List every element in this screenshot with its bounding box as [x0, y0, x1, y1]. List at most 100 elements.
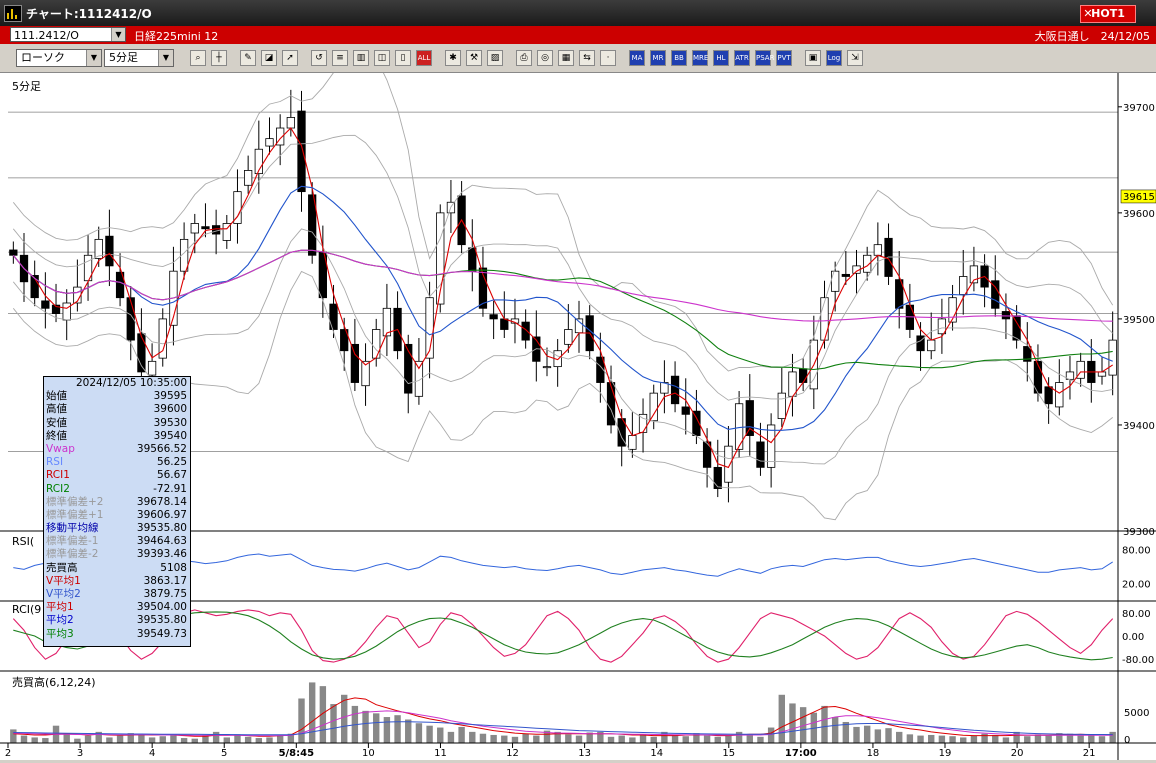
window-titlebar: チャート:1112412/O ✕ HOT1 — [0, 0, 1156, 26]
ma-icon[interactable]: MA — [629, 50, 645, 66]
candle-body — [478, 267, 488, 309]
crosshair-icon[interactable]: ┼ — [211, 50, 227, 66]
candle-body — [489, 314, 498, 320]
y-tick-label: 39600 — [1123, 209, 1155, 220]
candle-body — [724, 445, 733, 483]
tooltip-row-label: 標準偏差+1 — [46, 508, 104, 521]
candle-body — [372, 329, 381, 359]
chevron-down-icon[interactable]: ▼ — [158, 50, 173, 66]
log-icon[interactable]: Log — [826, 50, 842, 66]
tooltip-row-label: 標準偏差-1 — [46, 535, 99, 548]
candle-body — [404, 343, 413, 394]
candle-body — [649, 392, 658, 422]
volume-bar — [799, 707, 807, 743]
chart-svg[interactable]: 39300 39400 39500 39600 39700 39615 2 3 4 5 5/8:45… — [0, 44, 1156, 760]
chevron-down-icon[interactable]: ▼ — [111, 28, 125, 41]
palette-icon[interactable]: ▨ — [487, 50, 503, 66]
chart-area[interactable]: 39300 39400 39500 39600 39700 39615 2 3 4 5 5/8:45… — [0, 44, 1156, 760]
eraser-icon[interactable]: ◪ — [261, 50, 277, 66]
candle-body — [713, 466, 722, 489]
pen-icon[interactable]: ✎ — [240, 50, 256, 66]
volume-bar — [341, 694, 348, 743]
settings-icon[interactable]: ✱ — [445, 50, 461, 66]
volume-bar — [180, 738, 188, 743]
list-icon[interactable]: ≡ — [332, 50, 348, 66]
tooltip-row: RCI1 56.67 — [44, 469, 190, 482]
symbol-select[interactable]: 111.2412/O ▼ — [10, 27, 126, 42]
candle-narrow-icon[interactable]: ▯ — [395, 50, 411, 66]
interval-select[interactable]: 5分足 ▼ — [104, 49, 174, 67]
tooltip-datetime: 2024/12/05 10:35:00 — [75, 377, 187, 389]
candle-body — [265, 138, 274, 147]
hot-button[interactable]: ✕ HOT1 — [1080, 5, 1136, 23]
candle-body — [799, 368, 808, 383]
bb-icon[interactable]: BB — [671, 50, 687, 66]
trash-icon[interactable]: ▥ — [353, 50, 369, 66]
tooltip-row: 標準偏差-2 39393.46 — [44, 548, 190, 561]
candle-body — [51, 304, 61, 315]
tooltip-row-value: 5108 — [160, 561, 187, 574]
candle-body — [670, 375, 680, 405]
volume-ma-line — [13, 721, 1113, 736]
volume-bar — [671, 734, 679, 743]
volume-bar — [255, 738, 263, 743]
hl-icon[interactable]: HL — [713, 50, 729, 66]
rotate-icon[interactable]: ↺ — [311, 50, 327, 66]
rsi-tick-label: 80.00 — [1122, 545, 1151, 556]
tooltip-row-value: 39393.46 — [136, 548, 187, 561]
wrench-icon[interactable]: ⚒ — [466, 50, 482, 66]
volume-bar — [511, 736, 519, 743]
mr-icon[interactable]: MR — [650, 50, 666, 66]
tooltip-row: 平均3 39549.73 — [44, 628, 190, 641]
chevron-down-icon[interactable]: ▼ — [86, 50, 101, 66]
x-tick-label: 11 — [434, 748, 447, 759]
compare-icon[interactable]: ⇆ — [579, 50, 595, 66]
tooltip-row-label: 終値 — [46, 429, 67, 442]
tooltip-row-value: 3863.17 — [143, 574, 187, 587]
tooltip-row-value: 39606.97 — [136, 508, 187, 521]
all-icon[interactable]: ALL — [416, 50, 432, 66]
candle-body — [233, 191, 242, 224]
candle-body — [115, 271, 125, 299]
candle-body — [94, 238, 103, 259]
box-icon[interactable]: ▣ — [805, 50, 821, 66]
x-tick-label: 20 — [1011, 748, 1024, 759]
volume-bar — [202, 735, 209, 743]
candle-body — [521, 321, 530, 341]
search-icon[interactable]: ◎ — [537, 50, 553, 66]
export-icon[interactable]: ⇲ — [847, 50, 863, 66]
print-icon[interactable]: ⎙ — [516, 50, 532, 66]
volume-bar — [992, 734, 999, 743]
candle-body — [286, 117, 295, 129]
volume-bar — [458, 726, 465, 743]
volume-bar — [1109, 731, 1116, 743]
psar-icon[interactable]: PSAR — [755, 50, 774, 66]
tooltip-row: 平均1 39504.00 — [44, 601, 190, 614]
volume-bar — [629, 737, 636, 743]
volume-bar — [276, 734, 284, 743]
volume-bar — [938, 735, 946, 743]
cursor-icon[interactable]: ➚ — [282, 50, 298, 66]
bb-lower-1 — [12, 228, 1113, 465]
blank-icon[interactable]: · — [600, 50, 616, 66]
tooltip-row-value: 39535.80 — [136, 522, 187, 535]
main-panel-label: 5分足 — [12, 80, 41, 93]
pvt-icon[interactable]: PVT — [776, 50, 792, 66]
volume-bar — [469, 731, 476, 743]
volume-bar — [714, 736, 721, 743]
volume-bar — [10, 729, 17, 743]
atr-icon[interactable]: ATR — [734, 50, 750, 66]
candle-body — [1012, 315, 1021, 341]
candle-body — [147, 360, 157, 376]
mre-icon[interactable]: MRE — [692, 50, 708, 66]
candle-width-icon[interactable]: ◫ — [374, 50, 390, 66]
volume-bar — [63, 733, 70, 743]
zoom-icon[interactable]: ⌕ — [190, 50, 206, 66]
table-icon[interactable]: ▦ — [558, 50, 574, 66]
candle-body — [937, 318, 947, 335]
chart-type-select[interactable]: ローソク ▼ — [16, 49, 102, 67]
tooltip-row: 移動平均線 39535.80 — [44, 522, 190, 535]
candle-body — [62, 302, 71, 321]
tooltip-row-value: 39566.52 — [136, 442, 187, 455]
volume-bar — [874, 729, 882, 743]
